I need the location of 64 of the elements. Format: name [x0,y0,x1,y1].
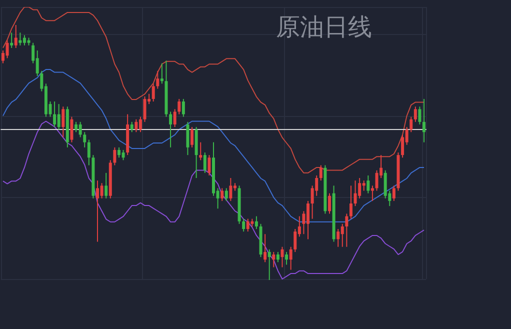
candlestick [224,188,228,202]
candlestick [319,164,322,182]
candlestick [74,121,78,133]
candlestick [422,98,426,143]
candlestick [392,185,396,202]
candlestick [246,218,250,232]
candlestick [53,101,56,128]
candlestick [186,121,190,156]
candlestick [134,118,138,133]
candlestick [366,174,370,194]
candlestick [289,246,292,270]
candlestick [345,213,348,248]
candlestick [354,180,357,207]
candlestick [18,32,22,46]
candlestick [104,172,108,199]
candlestick [203,152,206,174]
candlestick [264,234,267,263]
candlestick [190,126,194,148]
candlestick [336,228,340,248]
candlestick [285,251,288,266]
candlestick [169,111,172,148]
candlestick [242,218,246,232]
candlestick [328,192,331,214]
candlestick [280,246,284,268]
candlestick [173,108,176,128]
candlestick [14,25,18,48]
candlestick [6,40,9,59]
candlestick [70,116,74,143]
candlestick [130,121,134,133]
candlestick [143,96,146,122]
candlestick [254,216,258,230]
candlestick [276,251,280,263]
candlestick [375,170,378,192]
candlestick [410,116,413,133]
candlestick [178,98,181,115]
candlestick [87,139,90,166]
candlestick [96,180,100,242]
chart-title: 原油日线 [276,13,372,41]
candlestick [182,98,185,118]
candlestick [268,248,271,280]
candlestick [78,121,82,138]
candlestick [62,106,65,138]
candlestick [113,146,116,166]
candlestick [384,170,387,199]
candlestick [220,188,224,202]
candlestick [122,149,125,161]
candlestick [156,70,160,90]
candlestick [414,106,417,122]
candlestick [138,116,142,133]
candlestick [229,178,232,202]
candlestick [199,142,202,161]
candlestick [152,83,155,102]
candlestick [83,132,86,148]
candlestick [349,185,352,220]
candlestick [160,62,164,84]
candlestick [272,251,276,268]
candlestick [208,154,211,176]
candlestick [340,223,344,248]
candlestick [418,106,422,125]
candlestick [100,182,104,199]
candlestick [10,32,14,48]
candlestick [57,104,60,130]
candlestick [370,185,374,202]
candlestick [294,228,297,252]
